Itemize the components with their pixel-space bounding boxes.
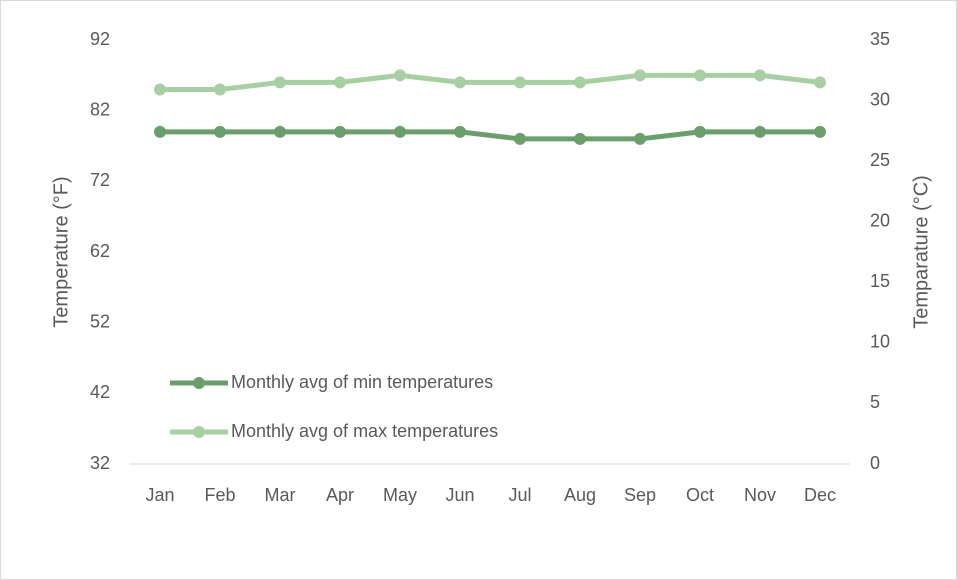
data-point: [154, 83, 166, 96]
data-point: [154, 125, 166, 138]
data-point: [694, 125, 706, 138]
data-point: [574, 76, 586, 89]
y-tick-label: 62: [90, 241, 110, 261]
data-point: [394, 125, 406, 138]
legend-label: Monthly avg of max temperatures: [231, 421, 498, 441]
data-point: [214, 83, 226, 96]
x-tick-label: Aug: [564, 485, 596, 505]
x-tick-label: Jan: [145, 485, 174, 505]
x-tick-label: May: [383, 485, 417, 505]
y-tick-label: 52: [90, 311, 110, 331]
x-tick-label: Jul: [508, 485, 531, 505]
y-tick-label: 42: [90, 382, 110, 402]
data-point: [454, 76, 466, 89]
legend-marker: [193, 426, 205, 438]
data-point: [274, 76, 286, 89]
x-tick-label: Oct: [686, 485, 714, 505]
data-point: [634, 69, 646, 82]
y-axis-label: Temperature (°F): [50, 176, 72, 327]
x-tick-label: Sep: [624, 485, 656, 505]
y-tick-label: 92: [90, 29, 110, 49]
y2-tick-label: 20: [870, 210, 890, 230]
data-point: [214, 125, 226, 138]
legend-label: Monthly avg of min temperatures: [231, 372, 493, 392]
y2-tick-label: 35: [870, 29, 890, 49]
x-tick-label: Feb: [204, 485, 235, 505]
data-point: [454, 125, 466, 138]
y-tick-label: 32: [90, 453, 110, 473]
data-point: [694, 69, 706, 82]
y2-tick-label: 5: [870, 392, 880, 412]
data-point: [574, 132, 586, 145]
data-point: [394, 69, 406, 82]
data-point: [754, 69, 766, 82]
series-line: [160, 129, 820, 142]
x-tick-label: Nov: [744, 485, 776, 505]
y2-tick-label: 10: [870, 332, 890, 352]
y2-tick-label: 25: [870, 150, 890, 170]
data-point: [814, 125, 826, 138]
data-point: [814, 76, 826, 89]
y2-tick-label: 15: [870, 271, 890, 291]
y-tick-label: 82: [90, 99, 110, 119]
y2-tick-label: 30: [870, 89, 890, 109]
x-tick-label: Apr: [326, 485, 354, 505]
y2-axis-label: Temparature (°C): [910, 175, 932, 329]
y2-tick-label: 0: [870, 453, 880, 473]
data-point: [514, 132, 526, 145]
data-point: [334, 76, 346, 89]
series-line: [160, 72, 821, 92]
x-tick-label: Mar: [265, 485, 296, 505]
x-tick-label: Jun: [445, 485, 474, 505]
legend-marker: [193, 377, 205, 389]
data-point: [334, 125, 346, 138]
data-point: [634, 132, 646, 145]
data-point: [274, 125, 286, 138]
y-tick-label: 72: [90, 170, 110, 190]
data-point: [514, 76, 526, 89]
x-tick-label: Dec: [804, 485, 836, 505]
data-point: [754, 125, 766, 138]
